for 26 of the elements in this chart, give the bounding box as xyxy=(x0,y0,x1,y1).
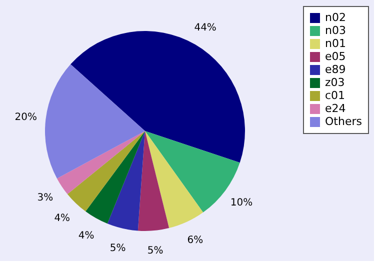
data-label: 4% xyxy=(78,230,94,242)
pie-slice xyxy=(138,131,170,231)
data-label: 10% xyxy=(230,197,253,208)
data-label: 4% xyxy=(54,212,70,224)
legend-label: Others xyxy=(325,115,362,128)
pie-slice xyxy=(86,131,145,224)
legend-label: n02 xyxy=(325,11,346,24)
pie-slice xyxy=(45,64,145,178)
data-label: 5% xyxy=(147,246,164,257)
pie-slice xyxy=(56,131,145,194)
data-label: 6% xyxy=(187,234,204,246)
legend-label: c01 xyxy=(325,89,346,102)
legend-label: z03 xyxy=(325,76,345,89)
legend-label: n03 xyxy=(325,24,346,37)
pie-slice xyxy=(145,131,204,228)
pie-slice xyxy=(70,31,245,163)
pie-slice xyxy=(67,131,145,212)
legend-label: e89 xyxy=(325,63,346,76)
legend-label: e05 xyxy=(325,50,346,63)
data-label: 20% xyxy=(14,112,37,123)
pie-slice xyxy=(107,131,145,231)
legend-label: e24 xyxy=(325,102,346,115)
data-label: 3% xyxy=(37,192,54,204)
data-label: 44% xyxy=(194,22,216,34)
legend-label: n01 xyxy=(325,37,346,50)
data-label: 5% xyxy=(110,242,126,254)
